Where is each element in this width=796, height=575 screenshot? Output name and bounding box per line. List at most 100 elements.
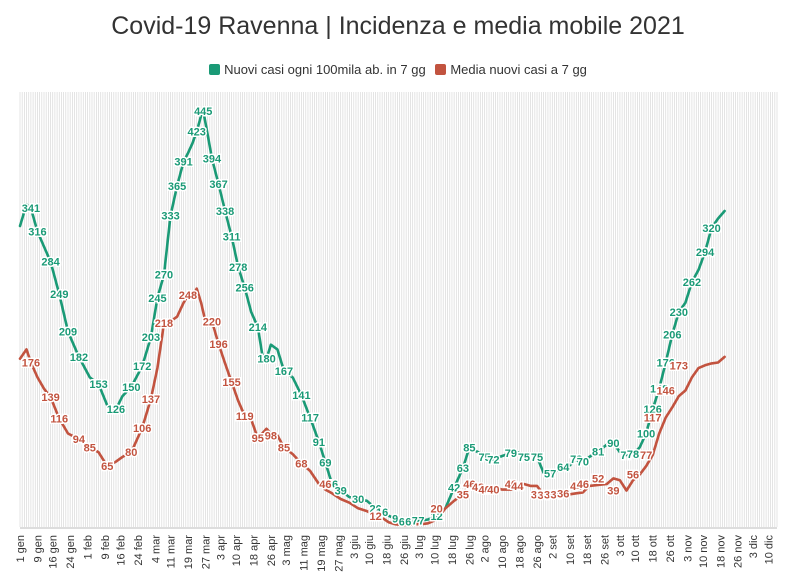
x-tick-label: 4 mar (150, 535, 162, 563)
data-label: 77 (620, 450, 632, 462)
data-label: 46 (505, 479, 517, 491)
data-label: 40 (479, 485, 491, 497)
x-tick-label: 9 gen (32, 535, 44, 563)
data-label: 180 (257, 354, 275, 366)
data-label: 230 (670, 307, 688, 319)
data-label: 106 (133, 423, 151, 435)
data-label: 209 (59, 327, 77, 339)
data-label: 52 (592, 473, 604, 485)
data-label: 68 (295, 458, 307, 470)
average-line (18, 287, 726, 527)
data-label: 35 (544, 489, 556, 501)
data-label: 65 (101, 461, 113, 473)
data-label: 270 (155, 270, 173, 282)
data-label: 9 (392, 514, 398, 526)
data-label: 311 (223, 231, 241, 243)
data-label: 7 (418, 515, 424, 527)
data-label: 176 (22, 357, 40, 369)
data-label: 80 (125, 447, 137, 459)
x-tick-label: 11 mar (166, 535, 178, 569)
x-tick-labels: 1 gen 9 gen 16 gen 24 gen 1 feb 9 feb 16 feb 24… (15, 535, 775, 572)
average-data-labels: 1761391169485658010613721824822019615511… (20, 289, 689, 525)
x-tick-label: 18 ago (515, 535, 527, 569)
data-label: 248 (179, 290, 197, 302)
data-label: 141 (292, 390, 310, 402)
legend-item-incidence[interactable]: Nuovi casi ogni 100mila ab. in 7 gg (209, 62, 426, 77)
data-label: 117 (301, 413, 319, 425)
data-label: 78 (627, 449, 639, 461)
x-tick-label: 18 set (582, 535, 594, 565)
x-tick-label: 26 ago (532, 535, 544, 569)
x-tick-label: 1 gen (15, 535, 27, 563)
data-label: 85 (278, 443, 290, 455)
data-label: 44 (570, 481, 583, 493)
data-label: 20 (431, 503, 443, 515)
data-label: 100 (637, 429, 655, 441)
x-tick-label: 10 apr (231, 535, 243, 567)
data-label: 196 (209, 339, 227, 351)
x-tick-label: 10 dic (763, 535, 775, 565)
data-label: 365 (168, 181, 186, 193)
x-tick-label: 10 ago (497, 535, 509, 569)
legend-label-incidence: Nuovi casi ogni 100mila ab. in 7 gg (224, 62, 426, 77)
x-tick-label: 27 mag (334, 535, 346, 572)
x-tick-label: 10 lug (429, 535, 441, 565)
data-label: 341 (22, 203, 40, 215)
data-label: 139 (41, 392, 59, 404)
data-label: 72 (487, 455, 499, 467)
data-label: 85 (84, 443, 96, 455)
data-label: 34 (537, 490, 550, 502)
x-tick-label: 27 mar (200, 535, 212, 570)
data-label: 333 (161, 211, 179, 223)
data-label: 249 (50, 289, 68, 301)
data-label: 391 (174, 157, 192, 169)
data-label: 320 (702, 223, 720, 235)
data-label: 284 (41, 257, 60, 269)
x-tick-label: 24 feb (133, 535, 145, 566)
data-label: 172 (133, 361, 151, 373)
x-tick-label: 18 lug (447, 535, 459, 565)
data-label: 36 (557, 488, 569, 500)
data-label: 220 (203, 316, 221, 328)
data-label: 35 (531, 489, 543, 501)
incidence-data-labels: 3413162842492091821531261501722032452703… (20, 105, 722, 530)
x-tick-label: 11 mag (299, 535, 311, 571)
data-label: 148 (650, 384, 668, 396)
x-tick-label: 3 ott (615, 535, 627, 556)
x-tick-label: 26 giu (399, 535, 411, 565)
data-label: 46 (463, 479, 475, 491)
grid-lines (19, 92, 778, 527)
legend-item-average[interactable]: Media nuovi casi a 7 gg (435, 62, 587, 77)
data-label: 40 (487, 485, 499, 497)
data-label: 167 (275, 366, 293, 378)
data-label: 91 (313, 437, 325, 449)
data-label: 43 (472, 482, 484, 494)
data-label: 12 (369, 511, 381, 523)
data-label: 69 (319, 458, 331, 470)
legend-swatch-incidence (209, 64, 221, 75)
x-tick-label: 26 apr (266, 535, 278, 567)
data-label: 75 (479, 452, 491, 464)
x-tick-label: 9 feb (100, 535, 112, 559)
x-tick-label: 2 ago (480, 535, 492, 563)
data-label: 245 (148, 293, 166, 305)
data-label: 394 (203, 154, 222, 166)
x-tick-label: 18 ott (648, 535, 660, 563)
data-label: 294 (696, 247, 715, 259)
x-tick-label: 16 gen (48, 535, 60, 569)
data-label: 77 (640, 450, 652, 462)
incidence-line (18, 109, 726, 523)
x-tick-label: 26 nov (733, 535, 745, 569)
data-label: 35 (457, 489, 469, 501)
data-label: 367 (209, 179, 227, 191)
data-label: 278 (229, 262, 247, 274)
data-label: 70 (577, 457, 589, 469)
data-label: 316 (28, 227, 46, 239)
data-label: 6 (405, 516, 411, 528)
data-label: 12 (431, 511, 443, 523)
data-label: 182 (70, 352, 88, 364)
x-tick-label: 1 feb (83, 535, 95, 559)
x-tick-label: 3 giu (349, 535, 361, 559)
x-tick-label: 3 nov (683, 535, 695, 562)
x-tick-label: 10 set (565, 535, 577, 565)
